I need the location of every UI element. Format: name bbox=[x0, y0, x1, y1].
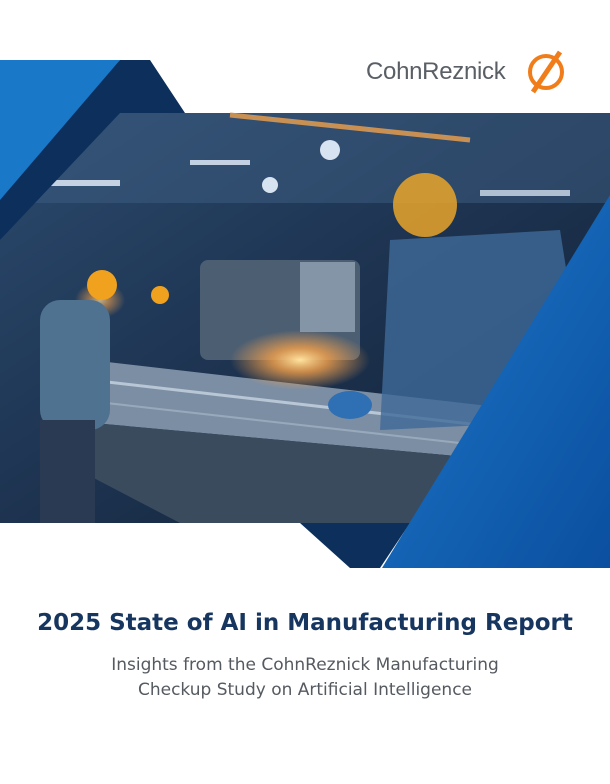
accent-shape bbox=[0, 60, 185, 240]
cover-art bbox=[0, 50, 610, 568]
title: 2025 State of AI in Manufacturing Report bbox=[37, 610, 573, 636]
subtitle: Insights from the CohnReznick Manufactur… bbox=[111, 655, 499, 700]
logo-icon bbox=[528, 50, 564, 94]
logo-text: CohnReznick bbox=[366, 58, 506, 85]
accent-shape bbox=[300, 523, 410, 568]
accent-shape bbox=[382, 195, 610, 568]
